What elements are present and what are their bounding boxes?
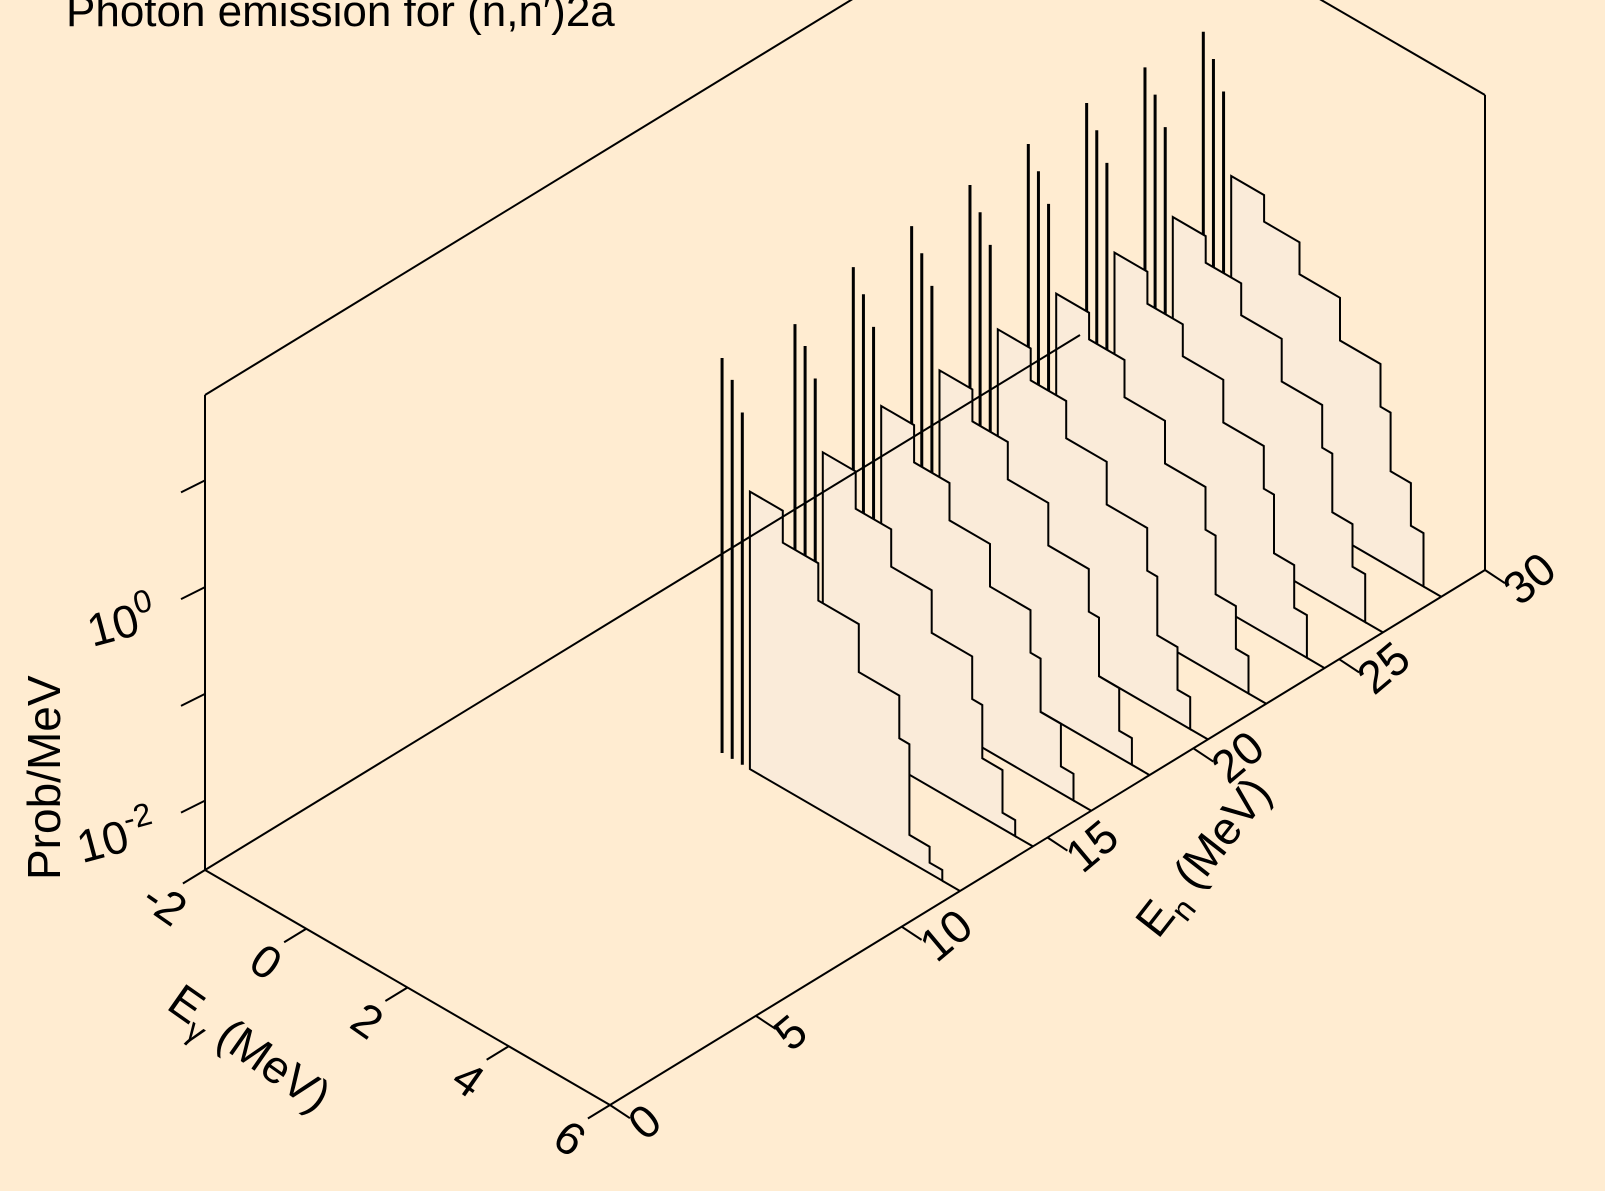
- x-tick: [384, 986, 409, 1002]
- x-tick: [182, 869, 206, 885]
- series-baseline: [1131, 763, 1151, 776]
- x-tick-label: 0: [241, 933, 292, 990]
- right-top-edge: [1319, 0, 1486, 96]
- y-tick-label: 25: [1347, 631, 1420, 704]
- z-tick: [180, 692, 206, 707]
- y-tick: [1046, 836, 1068, 852]
- y-tick-label: 5: [764, 1004, 817, 1060]
- series-baseline: [1306, 656, 1326, 669]
- x-tick-label: 4: [443, 1051, 494, 1108]
- back-top-edge: [204, 0, 853, 396]
- x-axis-title: Eγ (MeV): [154, 974, 340, 1130]
- series-group: [720, 31, 1442, 892]
- x-tick: [283, 927, 307, 944]
- series-baseline: [1423, 585, 1442, 598]
- x-tick: [486, 1045, 510, 1061]
- z-tick-label: 10-2: [69, 795, 161, 873]
- series-baseline: [1073, 799, 1092, 812]
- floor-back-edge: [204, 334, 1081, 871]
- y-tick-label: 0: [618, 1093, 671, 1149]
- y-tick-label: 30: [1493, 542, 1566, 615]
- z-tick: [180, 586, 206, 601]
- series-baseline: [1364, 621, 1384, 634]
- y-tick: [1192, 747, 1214, 763]
- y-tick: [1338, 658, 1360, 674]
- svg-text:Eγ (MeV): Eγ (MeV): [154, 974, 340, 1130]
- series-baseline: [941, 879, 961, 892]
- y-tick: [901, 925, 923, 941]
- x-tick: [587, 1104, 611, 1120]
- series-baseline: [1189, 728, 1209, 741]
- chart-title: Photon emission for (n,n′)2a: [66, 0, 615, 36]
- svg-text:En (MeV): En (MeV): [1125, 767, 1288, 952]
- y-tick-label: 15: [1055, 810, 1128, 883]
- z-tick: [180, 479, 206, 494]
- y-axis-title-rest: (MeV): [1155, 767, 1281, 908]
- z-axis-title: Prob/MeV: [18, 675, 70, 880]
- y-tick-label: 10: [910, 899, 983, 972]
- y-tick: [755, 1014, 777, 1030]
- series-continuum-fill: [748, 489, 944, 883]
- x-axis-title-rest: (MeV): [198, 1000, 341, 1122]
- y-tick: [609, 1104, 631, 1120]
- y-tick: [1484, 569, 1506, 585]
- series-baseline: [1248, 692, 1267, 705]
- y-axis-title: En (MeV): [1125, 767, 1288, 952]
- z-tick-label: 100: [80, 582, 162, 657]
- x-tick-label: 6: [544, 1109, 595, 1166]
- z-tick: [180, 799, 206, 814]
- x-tick-label: 2: [342, 992, 393, 1049]
- series-baseline: [1014, 835, 1034, 848]
